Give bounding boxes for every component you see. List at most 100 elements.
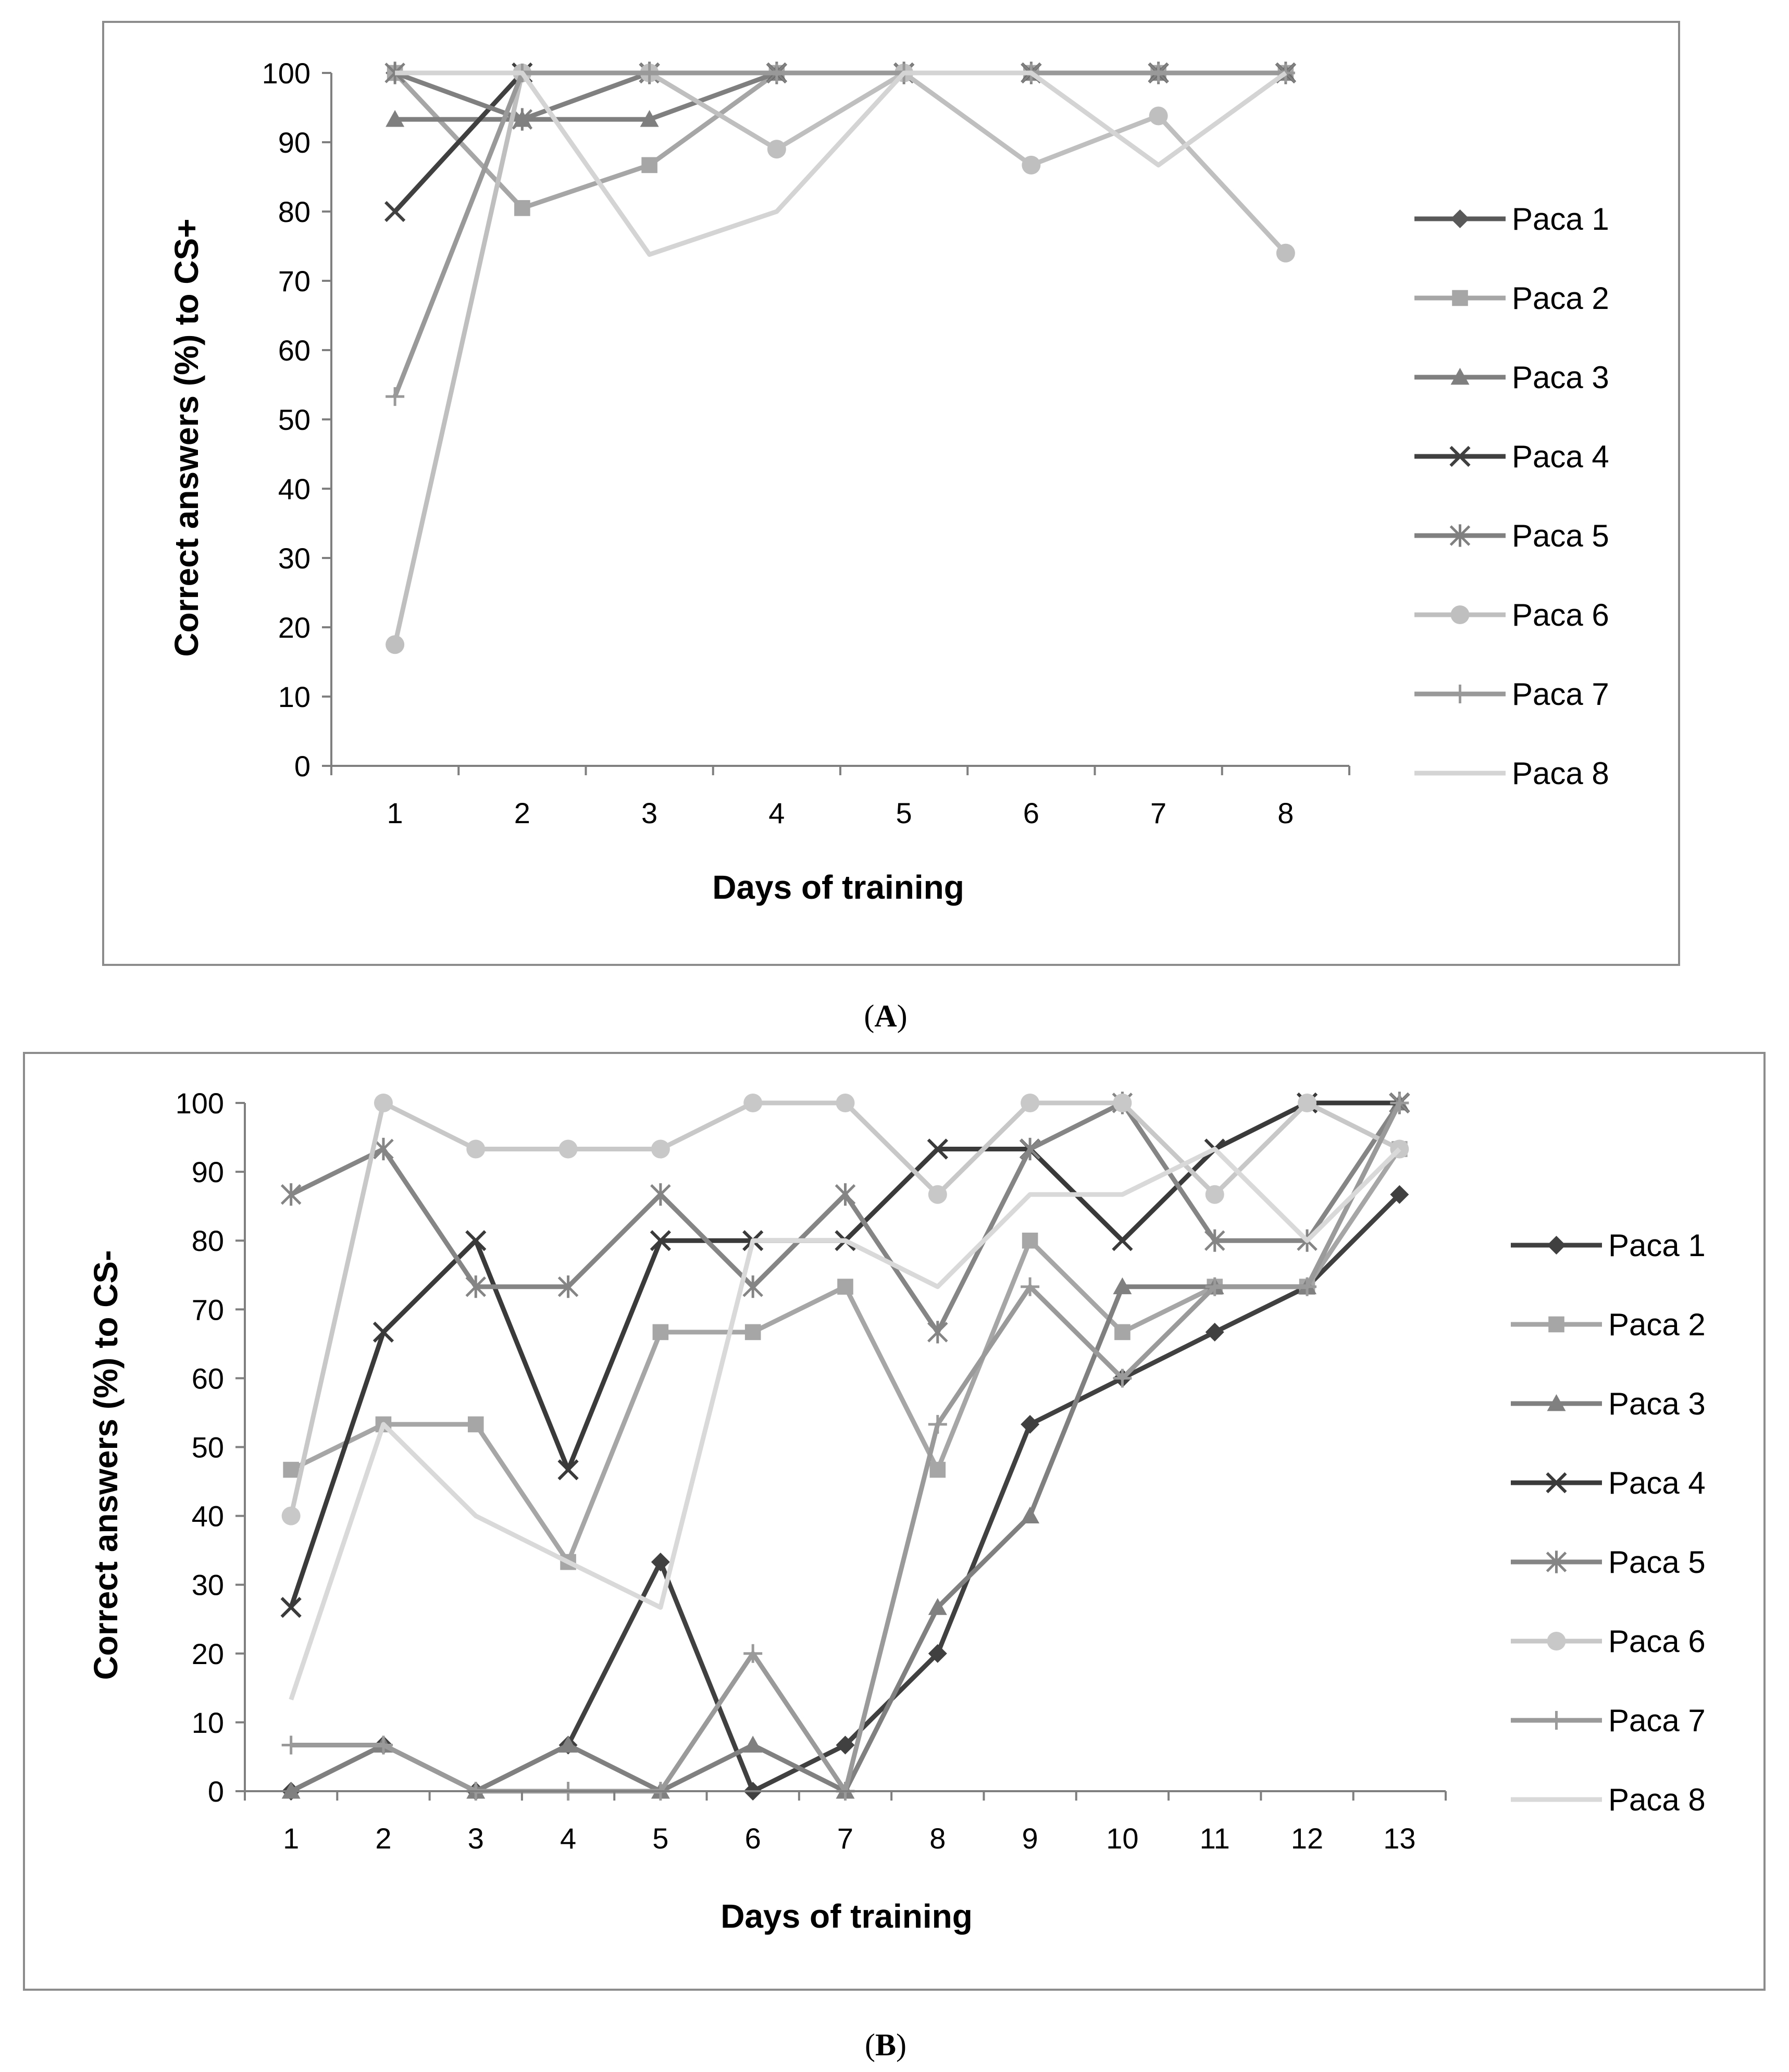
chart-b-data-point — [836, 1735, 855, 1755]
caption-b: (B) — [865, 2028, 906, 2062]
chart-a-legend-marker — [1452, 290, 1468, 306]
chart-b-y-tick-label: 40 — [192, 1500, 224, 1533]
chart-b-x-tick-label: 10 — [1106, 1822, 1138, 1855]
chart-a-data-point — [767, 64, 786, 82]
chart-a-legend-item: Paca 5 — [1414, 518, 1609, 553]
chart-a-legend-label: Paca 4 — [1512, 439, 1609, 474]
chart-a-data-point — [1149, 64, 1168, 82]
chart-a-legend-item: Paca 1 — [1414, 202, 1609, 237]
chart-a-legend-item: Paca 7 — [1414, 677, 1609, 712]
chart-a-y-tick-label: 90 — [278, 126, 310, 159]
chart-a-data-point — [386, 387, 405, 406]
chart-b-data-point — [652, 1324, 669, 1341]
chart-b-data-point — [1298, 1277, 1317, 1296]
chart-b-legend-marker — [1547, 1236, 1566, 1255]
chart-b-data-point — [465, 1230, 487, 1251]
chart-b-data-point — [374, 1735, 393, 1755]
chart-a-legend-marker — [1450, 368, 1470, 385]
chart-b-data-point — [1021, 1277, 1040, 1296]
chart-b-data-point — [743, 1735, 763, 1753]
chart-b-data-point — [280, 1183, 302, 1206]
chart-a-y-tick-label: 50 — [278, 403, 310, 436]
chart-b-data-point — [1113, 1277, 1132, 1295]
chart-b-y-tick-label: 70 — [192, 1293, 224, 1326]
chart-a-y-tick-label: 70 — [278, 265, 310, 297]
chart-b-legend-marker — [1548, 1316, 1564, 1333]
chart-b-data-point — [1113, 1094, 1132, 1112]
chart-b-legend-label: Paca 8 — [1608, 1782, 1706, 1817]
chart-b-data-point — [837, 1279, 853, 1295]
chart-b-data-point — [743, 1644, 763, 1663]
chart-b-data-point — [465, 1275, 487, 1298]
chart-a-x-axis-title: Days of training — [712, 868, 964, 906]
chart-a-x-tick-label: 3 — [641, 797, 657, 829]
chart-a-data-point — [767, 140, 786, 159]
chart-b-data-point — [928, 1644, 947, 1663]
chart-a-y-tick-label: 60 — [278, 334, 310, 367]
chart-b-data-point — [1021, 1506, 1040, 1523]
chart-a-y-tick-label: 80 — [278, 195, 310, 228]
chart-a-x-tick-label: 6 — [1023, 797, 1039, 829]
caption-a-letter: A — [874, 999, 897, 1033]
chart-b-legend-marker — [1546, 1550, 1567, 1573]
chart-b-legend-label: Paca 1 — [1608, 1228, 1706, 1263]
chart-b-y-tick-label: 90 — [192, 1156, 224, 1188]
chart-b-data-point — [742, 1275, 763, 1298]
chart-b-data-point — [650, 1183, 671, 1206]
chart-b-series-8 — [289, 1147, 1401, 1701]
chart-b-y-tick-label: 60 — [192, 1362, 224, 1395]
chart-a-frame — [102, 21, 1680, 966]
chart-b-x-tick-label: 11 — [1200, 1822, 1230, 1855]
chart-b-data-point — [1022, 1232, 1038, 1249]
chart-a-data-point — [514, 200, 530, 216]
chart-b-legend-item: Paca 5 — [1511, 1545, 1706, 1580]
chart-b-data-point — [466, 1139, 486, 1159]
chart-b-legend-label: Paca 3 — [1608, 1386, 1706, 1421]
chart-a-data-point — [640, 64, 659, 82]
chart-b-legend-marker — [1547, 1632, 1566, 1651]
chart-b-data-point — [928, 1185, 947, 1204]
chart-b-legend-item: Paca 4 — [1511, 1466, 1706, 1500]
chart-a-legend-item: Paca 2 — [1414, 281, 1609, 316]
chart-a-y-axis-title: Correct answers (%) to CS+ — [168, 218, 205, 656]
chart-b-x-tick-label: 3 — [468, 1822, 484, 1855]
chart-b-y-tick-label: 30 — [192, 1569, 224, 1602]
chart-b-series-line — [289, 1147, 1401, 1701]
chart-a-data-point — [641, 157, 657, 173]
chart-b-y-axis-title: Correct answers (%) to CS- — [87, 1250, 125, 1680]
chart-a-x-tick-label: 1 — [387, 797, 403, 829]
chart-b-x-tick-label: 12 — [1291, 1822, 1323, 1855]
chart-b-data-point — [1205, 1277, 1224, 1296]
chart-b-data-point — [373, 1137, 394, 1161]
chart-a-series-line — [395, 70, 1287, 257]
chart-a-legend-label: Paca 5 — [1512, 518, 1609, 553]
chart-a-series-8 — [395, 70, 1287, 257]
chart-b-legend-item: Paca 1 — [1511, 1228, 1706, 1263]
chart-b-data-point — [927, 1321, 948, 1344]
chart-a-legend-item: Paca 3 — [1414, 360, 1609, 395]
chart-b-data-point — [929, 1461, 946, 1478]
chart-b-data-point — [650, 1230, 672, 1251]
chart-b-data-point — [1114, 1324, 1130, 1341]
caption-b-letter: B — [875, 2028, 896, 2062]
chart-a-legend-item: Paca 4 — [1414, 439, 1609, 474]
chart-b-y-tick-label: 50 — [192, 1431, 224, 1464]
chart-a-data-point — [512, 108, 533, 131]
chart-b-data-point — [372, 1321, 394, 1343]
chart-a-y-tick-label: 40 — [278, 473, 310, 505]
chart-b-legend-item: Paca 2 — [1511, 1307, 1706, 1342]
chart-a-x-tick-label: 2 — [514, 797, 530, 829]
chart-b-legend-item: Paca 8 — [1511, 1782, 1706, 1817]
chart-b-x-tick-label: 8 — [929, 1822, 946, 1855]
chart-a-legend-label: Paca 6 — [1512, 598, 1609, 632]
chart-b-y-tick-label: 0 — [208, 1775, 224, 1808]
chart-a-legend-label: Paca 8 — [1512, 756, 1609, 791]
chart-b-data-point — [744, 1324, 761, 1341]
chart-a-y-tick-label: 100 — [262, 57, 310, 90]
chart-a-y-tick-label: 30 — [278, 542, 310, 575]
chart-a-data-point — [1276, 243, 1295, 263]
chart-b-x-tick-label: 1 — [283, 1822, 299, 1855]
chart-b-data-point — [835, 1183, 856, 1206]
chart-b-y-tick-label: 100 — [176, 1087, 224, 1120]
